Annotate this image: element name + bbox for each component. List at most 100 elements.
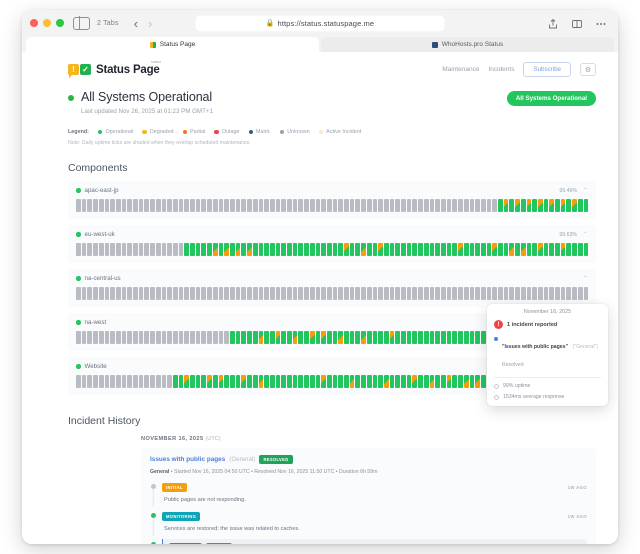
- uptime-tick[interactable]: [321, 243, 326, 256]
- uptime-tick[interactable]: [543, 243, 549, 256]
- uptime-tick[interactable]: [435, 243, 440, 256]
- uptime-tick[interactable]: [207, 243, 212, 256]
- uptime-tick[interactable]: [515, 287, 520, 300]
- uptime-tick[interactable]: [258, 243, 264, 256]
- uptime-tick[interactable]: [338, 243, 344, 256]
- uptime-tick[interactable]: [195, 375, 201, 388]
- uptime-tick[interactable]: [572, 287, 577, 300]
- uptime-tick[interactable]: [458, 331, 463, 344]
- uptime-tick[interactable]: [190, 243, 195, 256]
- uptime-tick[interactable]: [452, 199, 458, 212]
- uptime-tick[interactable]: [287, 199, 292, 212]
- share-icon[interactable]: [547, 17, 560, 30]
- uptime-tick[interactable]: [150, 331, 155, 344]
- uptime-tick[interactable]: [355, 331, 361, 344]
- incident-title-link[interactable]: Issues with public pages: [150, 456, 226, 463]
- uptime-tick[interactable]: [395, 199, 401, 212]
- uptime-tick[interactable]: [372, 287, 378, 300]
- uptime-tick[interactable]: [167, 331, 172, 344]
- uptime-tick[interactable]: [269, 243, 275, 256]
- uptime-tick[interactable]: [349, 375, 355, 388]
- uptime-tick[interactable]: [224, 375, 229, 388]
- uptime-tick[interactable]: [115, 243, 121, 256]
- uptime-tick[interactable]: [212, 199, 218, 212]
- uptime-tick[interactable]: [532, 199, 537, 212]
- uptime-tick[interactable]: [235, 331, 241, 344]
- uptime-tick[interactable]: [326, 243, 332, 256]
- uptime-tick[interactable]: [463, 287, 469, 300]
- uptime-tick[interactable]: [349, 287, 355, 300]
- uptime-tick[interactable]: [401, 375, 406, 388]
- maximize-window-button[interactable]: [56, 19, 64, 27]
- uptime-tick[interactable]: [429, 287, 435, 300]
- uptime-tick[interactable]: [326, 287, 332, 300]
- uptime-tick[interactable]: [401, 243, 406, 256]
- uptime-tick[interactable]: [184, 331, 190, 344]
- uptime-tick[interactable]: [366, 287, 372, 300]
- uptime-tick[interactable]: [298, 375, 304, 388]
- uptime-tick[interactable]: [264, 375, 269, 388]
- uptime-tick[interactable]: [480, 331, 486, 344]
- uptime-tick[interactable]: [423, 375, 429, 388]
- minimize-window-button[interactable]: [43, 19, 51, 27]
- uptime-tick[interactable]: [366, 199, 372, 212]
- window-controls[interactable]: [30, 19, 64, 27]
- uptime-tick[interactable]: [81, 287, 87, 300]
- uptime-tick[interactable]: [577, 243, 583, 256]
- uptime-tick[interactable]: [218, 287, 224, 300]
- uptime-tick[interactable]: [418, 287, 423, 300]
- uptime-tick[interactable]: [298, 243, 304, 256]
- uptime-tick[interactable]: [446, 287, 452, 300]
- uptime-tick[interactable]: [81, 199, 87, 212]
- uptime-tick[interactable]: [309, 199, 315, 212]
- uptime-tick[interactable]: [520, 199, 526, 212]
- uptime-tick[interactable]: [224, 287, 229, 300]
- uptime-tick[interactable]: [178, 287, 184, 300]
- uptime-tick[interactable]: [235, 199, 241, 212]
- uptime-tick[interactable]: [566, 287, 572, 300]
- uptime-tick[interactable]: [526, 243, 532, 256]
- uptime-tick[interactable]: [429, 375, 435, 388]
- uptime-tick[interactable]: [583, 199, 589, 212]
- uptime-tick[interactable]: [218, 199, 224, 212]
- uptime-tick[interactable]: [572, 243, 577, 256]
- uptime-tick[interactable]: [543, 287, 549, 300]
- uptime-tick[interactable]: [372, 199, 378, 212]
- uptime-tick[interactable]: [167, 243, 172, 256]
- uptime-tick[interactable]: [224, 331, 229, 344]
- uptime-tick[interactable]: [560, 199, 566, 212]
- uptime-tick[interactable]: [121, 287, 127, 300]
- uptime-tick[interactable]: [133, 331, 138, 344]
- uptime-tick[interactable]: [224, 243, 229, 256]
- uptime-tick[interactable]: [309, 331, 315, 344]
- uptime-tick[interactable]: [401, 199, 406, 212]
- uptime-tick[interactable]: [429, 199, 435, 212]
- uptime-tick[interactable]: [435, 287, 440, 300]
- uptime-tick[interactable]: [292, 331, 298, 344]
- uptime-tick[interactable]: [372, 331, 378, 344]
- uptime-tick[interactable]: [229, 243, 235, 256]
- uptime-tick[interactable]: [503, 243, 509, 256]
- uptime-tick[interactable]: [87, 375, 93, 388]
- uptime-tick[interactable]: [395, 243, 401, 256]
- uptime-tick[interactable]: [304, 199, 309, 212]
- uptime-tick[interactable]: [406, 243, 412, 256]
- uptime-tick[interactable]: [566, 243, 572, 256]
- uptime-tick[interactable]: [167, 287, 172, 300]
- uptime-tick[interactable]: [338, 287, 344, 300]
- uptime-tick[interactable]: [144, 331, 150, 344]
- uptime-tick[interactable]: [526, 287, 532, 300]
- uptime-tick[interactable]: [480, 199, 486, 212]
- uptime-tick[interactable]: [207, 375, 212, 388]
- uptime-tick[interactable]: [480, 287, 486, 300]
- uptime-tick[interactable]: [252, 375, 258, 388]
- uptime-tick[interactable]: [269, 199, 275, 212]
- uptime-tick[interactable]: [212, 243, 218, 256]
- uptime-tick[interactable]: [121, 199, 127, 212]
- uptime-tick[interactable]: [81, 331, 87, 344]
- uptime-tick[interactable]: [406, 375, 412, 388]
- uptime-tick[interactable]: [218, 243, 224, 256]
- uptime-tick[interactable]: [127, 287, 133, 300]
- uptime-tick[interactable]: [161, 243, 167, 256]
- uptime-tick[interactable]: [201, 375, 207, 388]
